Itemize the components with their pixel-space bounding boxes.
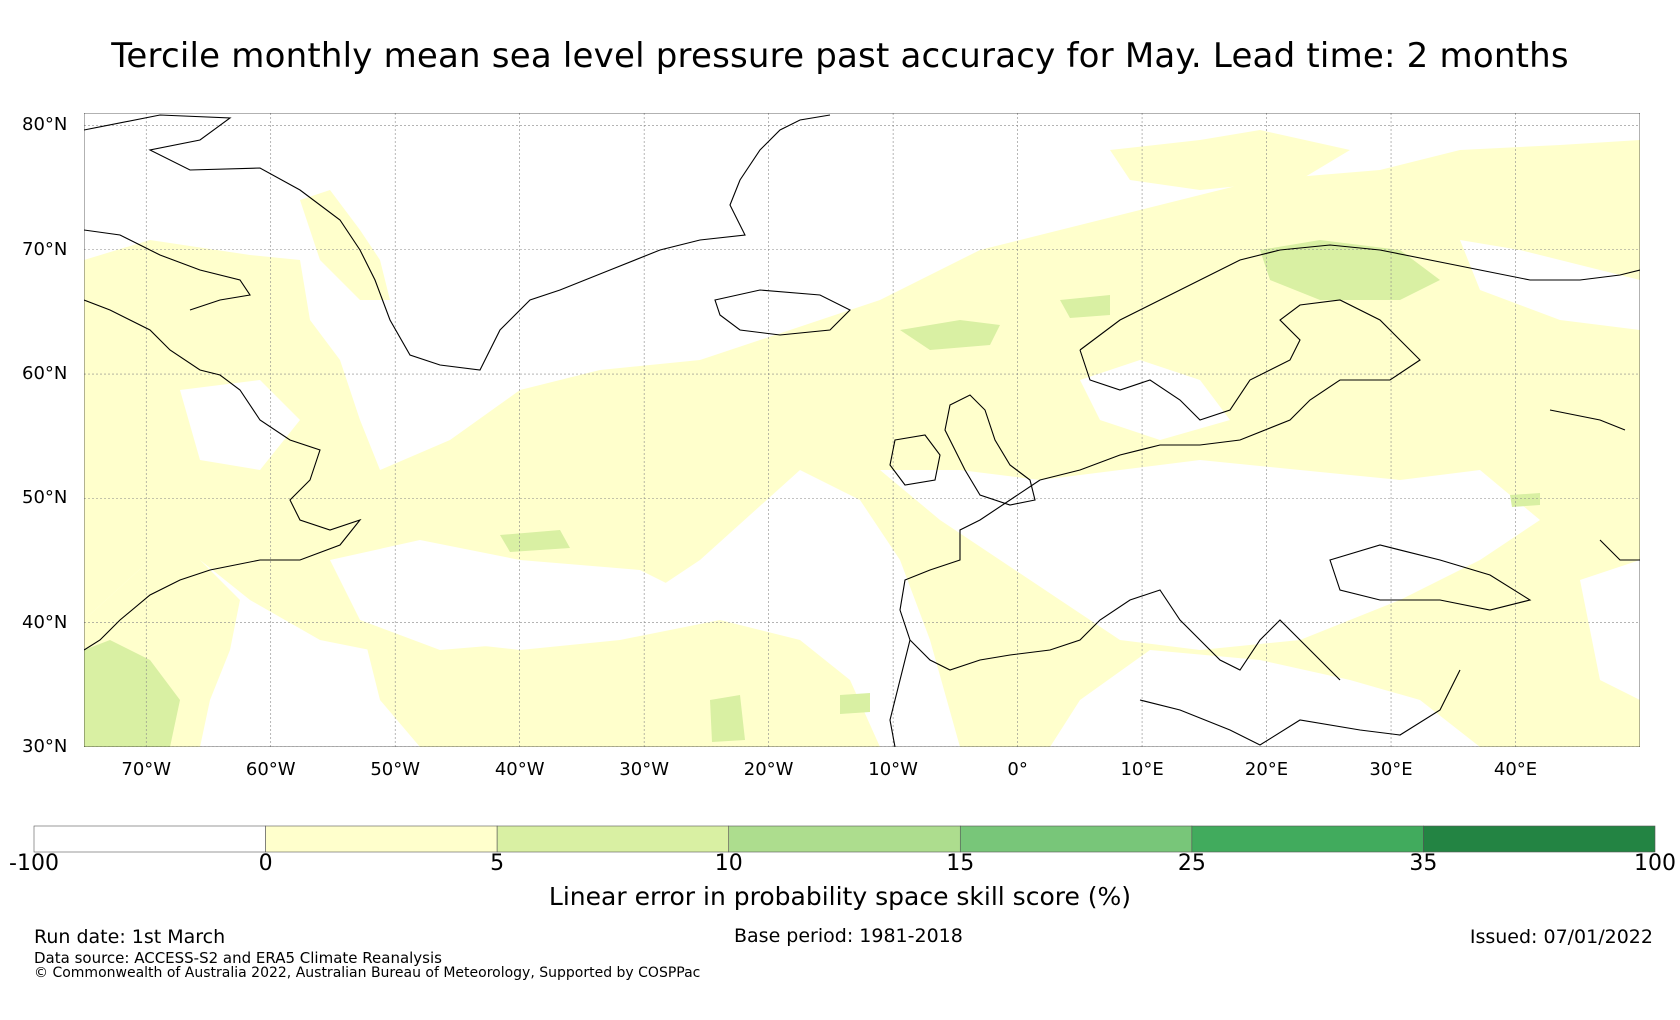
colorbar-segment [959,825,1193,853]
lon-label: 40°E [1493,759,1538,780]
colorbar-tick-label: 5 [490,851,505,876]
colorbar-tick-label: 35 [1409,851,1438,876]
copyright: © Commonwealth of Australia 2022, Austra… [34,965,701,981]
data-source: Data source: ACCESS-S2 and ERA5 Climate … [34,949,442,967]
gridlines [84,113,1640,747]
lon-label: 0° [1007,759,1028,780]
colorbar-title: Linear error in probability space skill … [548,882,1132,911]
colorbar-segment [496,825,730,853]
base-period: Base period: 1981-2018 [734,925,963,947]
lon-label: 30°W [619,759,670,780]
chart-title: Tercile monthly mean sea level pressure … [111,36,1569,76]
colorbar [33,825,1656,853]
skill-patches-5-10 [84,240,1540,747]
colorbar-tick-label: 25 [1177,851,1206,876]
issued-date: Issued: 07/01/2022 [1469,926,1653,948]
coastlines [84,114,1640,747]
colorbar-segment [33,825,266,853]
lat-label: 60°N [22,363,68,385]
lon-label: 70°W [121,759,172,780]
lat-label: 30°N [22,736,68,757]
colorbar-tick-label: 15 [946,851,975,876]
lat-label: 50°N [22,487,68,509]
colorbar-segment [1423,825,1656,853]
no-skill-regions [180,240,1640,700]
colorbar-tick-label: -100 [9,851,59,876]
colorbar-tick-label: 0 [258,851,273,876]
colorbar-segment [1191,825,1424,853]
lon-label: 30°E [1369,759,1413,780]
lon-label: 20°W [743,759,794,780]
lon-label: 60°W [245,759,296,780]
colorbar-tick-label: 10 [714,851,743,876]
lat-label: 80°N [22,114,68,136]
colorbar-segment [265,825,498,853]
colorbar-tick-label: 100 [1634,851,1676,876]
lon-label: 10°E [1120,759,1164,780]
lon-label: 40°W [494,759,545,780]
lon-label: 10°W [868,759,918,780]
lat-label: 70°N [22,238,68,260]
run-date: Run date: 1st March [34,926,226,948]
colorbar-segment [728,825,961,853]
lon-label: 50°W [370,759,421,780]
lat-label: 40°N [22,611,68,633]
lon-label: 20°E [1244,759,1289,780]
